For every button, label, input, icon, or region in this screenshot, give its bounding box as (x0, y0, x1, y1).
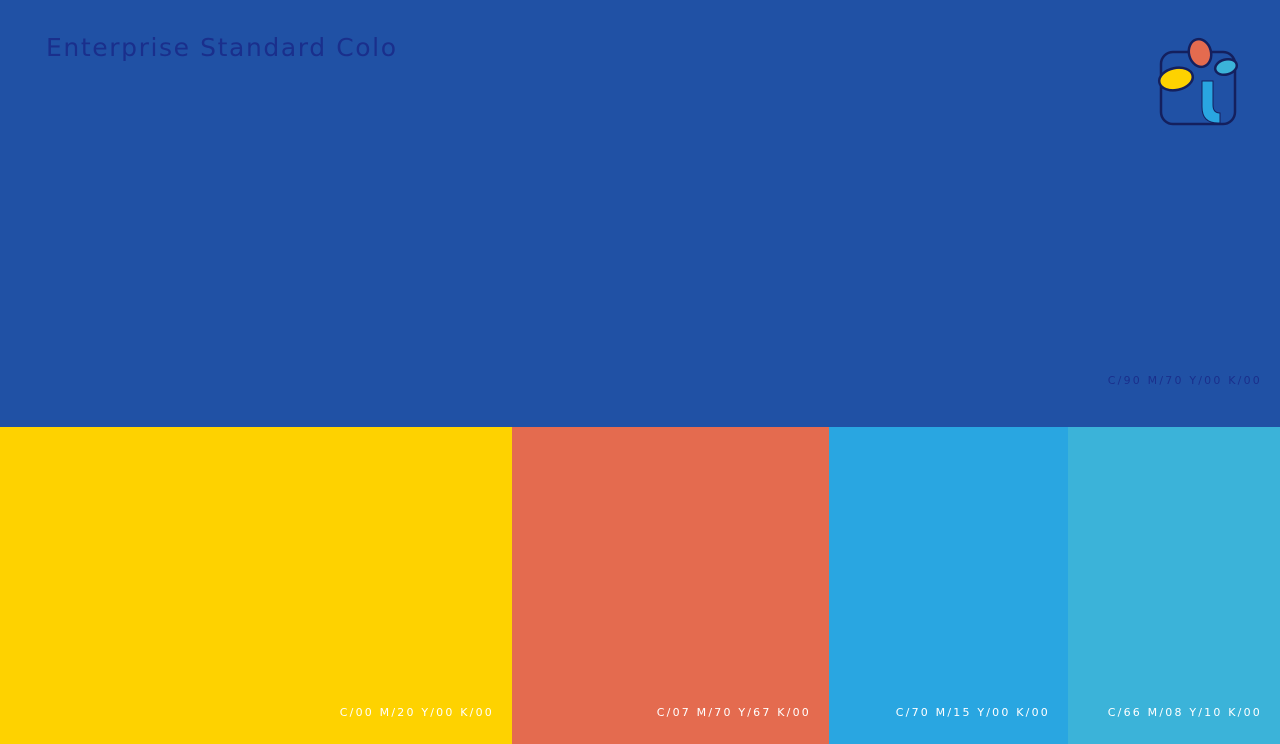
swatch-code: C/07 M/70 Y/67 K/00 (656, 706, 811, 719)
primary-color-panel: Enterprise Standard Colo C/90 M/70 Y/00 … (0, 0, 1280, 427)
swatch-yellow: C/00 M/20 Y/00 K/00 (0, 427, 512, 744)
page-title: Enterprise Standard Colo (46, 33, 398, 62)
swatch-sky-blue: C/70 M/15 Y/00 K/00 (829, 427, 1068, 744)
brand-logo-icon (1157, 37, 1239, 126)
swatch-cyan: C/66 M/08 Y/10 K/00 (1068, 427, 1280, 744)
primary-color-code: C/90 M/70 Y/00 K/00 (1107, 374, 1262, 387)
swatch-orange: C/07 M/70 Y/67 K/00 (512, 427, 829, 744)
swatch-code: C/70 M/15 Y/00 K/00 (895, 706, 1050, 719)
swatch-code: C/66 M/08 Y/10 K/00 (1107, 706, 1262, 719)
swatch-code: C/00 M/20 Y/00 K/00 (339, 706, 494, 719)
